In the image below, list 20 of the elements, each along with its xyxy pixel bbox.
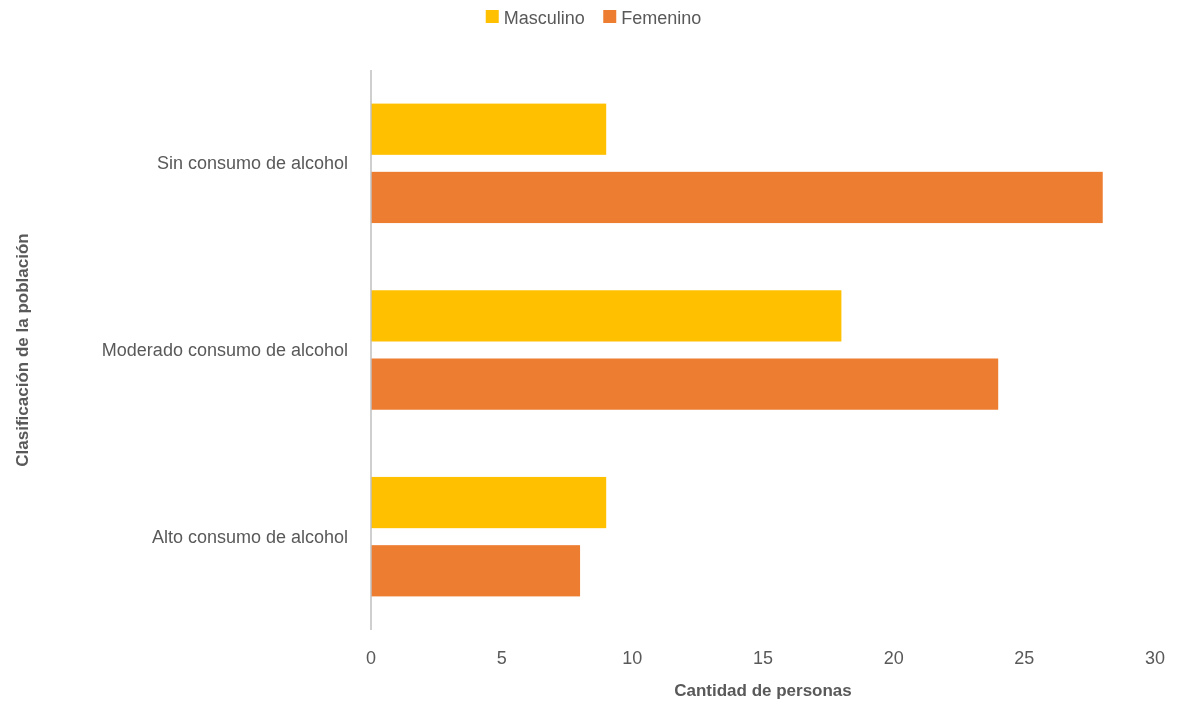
x-axis-title: Cantidad de personas (674, 681, 852, 700)
legend-label: Femenino (621, 8, 702, 28)
x-tick-label: 5 (496, 648, 507, 668)
legend-label: Masculino (503, 8, 585, 28)
y-axis-title: Clasificación de la población (13, 233, 32, 467)
x-tick-label: 15 (752, 648, 774, 668)
y-tick-label: Alto consumo de alcohol (151, 526, 348, 547)
bar (371, 171, 1103, 224)
bar (371, 103, 607, 155)
bar (371, 545, 581, 597)
x-tick-label: 30 (1144, 648, 1166, 668)
bar (371, 358, 999, 410)
y-tick-label: Sin consumo de alcohol (156, 153, 348, 174)
x-tick-label: 10 (622, 648, 643, 668)
x-tick-label: 25 (1014, 648, 1035, 668)
x-tick-label: 0 (365, 648, 377, 668)
x-tick-label: 20 (883, 648, 904, 668)
bar (371, 290, 842, 342)
y-tick-label: Moderado consumo de alcohol (101, 340, 348, 360)
bar (371, 476, 607, 529)
